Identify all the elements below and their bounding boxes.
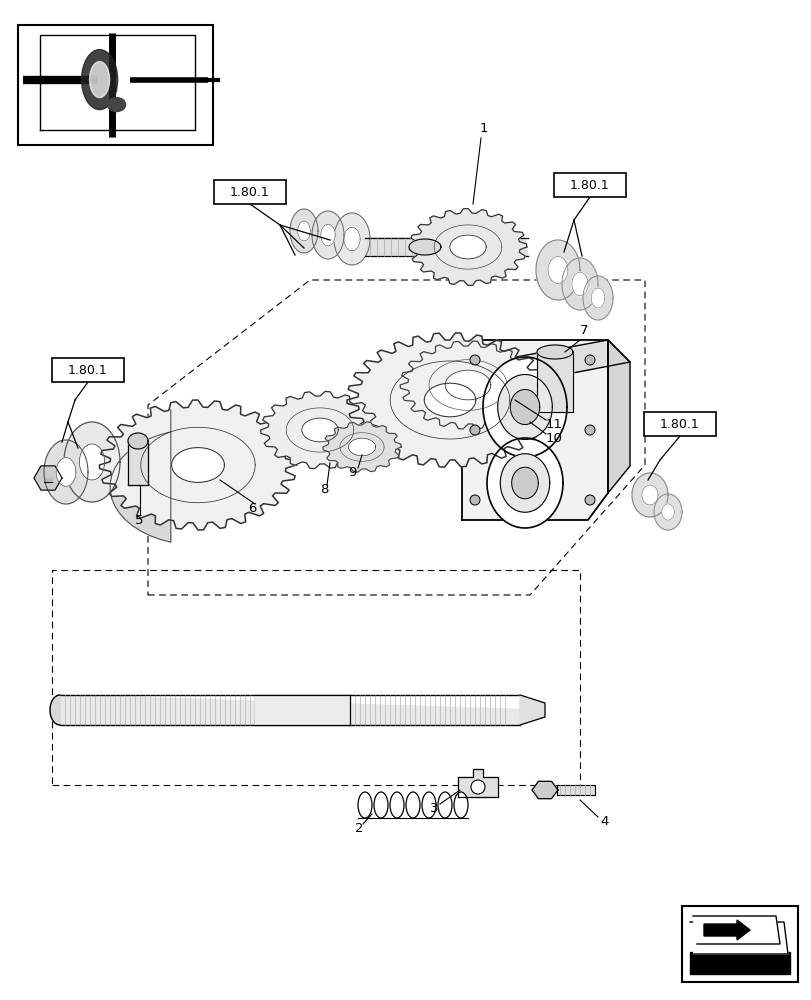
Polygon shape <box>582 276 612 320</box>
Polygon shape <box>171 448 224 482</box>
Polygon shape <box>607 340 629 493</box>
Polygon shape <box>509 390 539 424</box>
Polygon shape <box>692 916 779 944</box>
Polygon shape <box>344 227 359 251</box>
Circle shape <box>584 425 594 435</box>
Polygon shape <box>536 352 573 412</box>
Polygon shape <box>535 240 579 300</box>
Polygon shape <box>56 458 75 486</box>
Text: 11: 11 <box>545 418 562 431</box>
Circle shape <box>470 425 479 435</box>
Polygon shape <box>449 235 486 259</box>
Polygon shape <box>260 391 379 469</box>
Polygon shape <box>497 375 551 439</box>
Polygon shape <box>348 438 375 456</box>
Polygon shape <box>661 504 673 520</box>
Polygon shape <box>531 781 557 799</box>
Bar <box>18 25 212 145</box>
Circle shape <box>470 780 484 794</box>
Polygon shape <box>689 922 787 954</box>
Polygon shape <box>290 209 318 253</box>
Polygon shape <box>511 467 538 499</box>
Text: 7: 7 <box>579 324 588 337</box>
Polygon shape <box>298 221 310 241</box>
Text: 8: 8 <box>320 483 328 496</box>
Polygon shape <box>346 333 552 467</box>
Polygon shape <box>483 357 566 457</box>
Circle shape <box>470 495 479 505</box>
Polygon shape <box>547 257 567 283</box>
Ellipse shape <box>81 50 118 110</box>
Text: 9: 9 <box>348 466 356 479</box>
Ellipse shape <box>406 792 419 818</box>
Text: 1.80.1: 1.80.1 <box>68 363 108 376</box>
FancyBboxPatch shape <box>52 358 124 382</box>
Polygon shape <box>44 478 52 482</box>
FancyBboxPatch shape <box>643 412 715 436</box>
Bar <box>681 906 797 982</box>
Text: 2: 2 <box>354 822 363 835</box>
Polygon shape <box>631 473 667 517</box>
FancyBboxPatch shape <box>553 173 625 197</box>
Polygon shape <box>110 410 170 542</box>
Polygon shape <box>365 238 527 256</box>
Polygon shape <box>642 485 657 505</box>
Ellipse shape <box>374 792 388 818</box>
Polygon shape <box>703 920 749 940</box>
Ellipse shape <box>453 792 467 818</box>
Polygon shape <box>34 466 62 490</box>
Polygon shape <box>50 695 60 725</box>
Text: 10: 10 <box>545 432 562 445</box>
Polygon shape <box>64 422 120 502</box>
Polygon shape <box>311 211 344 259</box>
Polygon shape <box>255 695 350 725</box>
Polygon shape <box>590 288 604 308</box>
Polygon shape <box>556 785 594 795</box>
Polygon shape <box>333 213 370 265</box>
Text: 4: 4 <box>599 815 607 828</box>
Text: 5: 5 <box>135 514 144 527</box>
Ellipse shape <box>108 98 126 112</box>
Polygon shape <box>79 444 105 480</box>
Polygon shape <box>409 239 440 255</box>
Polygon shape <box>461 340 629 390</box>
Polygon shape <box>128 441 148 485</box>
Polygon shape <box>536 345 573 359</box>
Text: 3: 3 <box>430 802 438 815</box>
Polygon shape <box>320 224 335 246</box>
Circle shape <box>470 355 479 365</box>
Text: 6: 6 <box>247 502 256 515</box>
Ellipse shape <box>89 62 109 98</box>
Polygon shape <box>99 400 296 530</box>
Text: 1.80.1: 1.80.1 <box>659 418 699 430</box>
Polygon shape <box>500 454 549 512</box>
Polygon shape <box>323 422 401 472</box>
Polygon shape <box>60 695 539 725</box>
Polygon shape <box>44 440 88 504</box>
Circle shape <box>584 355 594 365</box>
Polygon shape <box>302 418 338 442</box>
Polygon shape <box>457 769 497 797</box>
Polygon shape <box>409 209 526 285</box>
Polygon shape <box>571 272 587 296</box>
Polygon shape <box>423 383 475 417</box>
Polygon shape <box>519 695 544 725</box>
Text: 1.80.1: 1.80.1 <box>569 179 609 192</box>
Ellipse shape <box>437 792 452 818</box>
Polygon shape <box>128 433 148 449</box>
Polygon shape <box>461 340 607 520</box>
Text: 1.80.1: 1.80.1 <box>230 186 269 199</box>
Polygon shape <box>444 370 490 400</box>
Ellipse shape <box>422 792 436 818</box>
Polygon shape <box>487 438 562 528</box>
Polygon shape <box>561 258 597 310</box>
Ellipse shape <box>358 792 371 818</box>
Ellipse shape <box>389 792 404 818</box>
Polygon shape <box>689 952 789 974</box>
FancyBboxPatch shape <box>214 180 285 204</box>
Text: 1: 1 <box>479 122 488 135</box>
Polygon shape <box>400 341 535 429</box>
Polygon shape <box>653 494 681 530</box>
Circle shape <box>584 495 594 505</box>
